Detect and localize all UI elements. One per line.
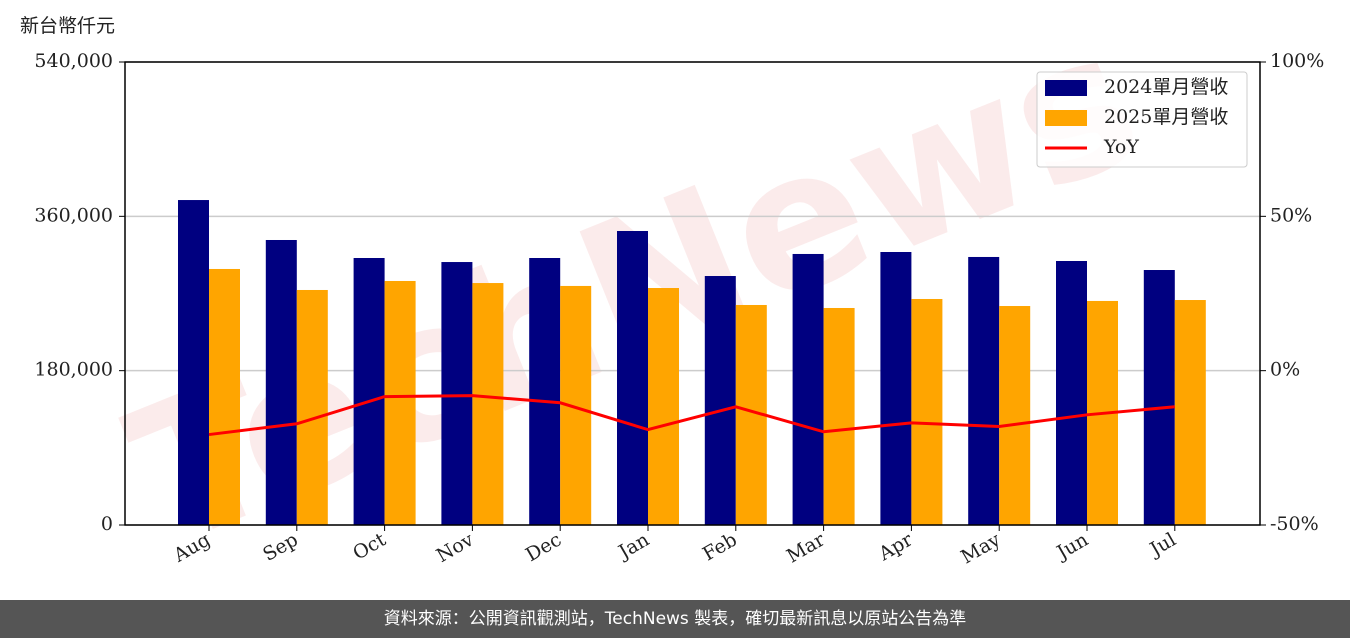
bar [1056, 261, 1087, 525]
y-tick-label: 180,000 [34, 359, 113, 381]
x-tick-label: May [957, 528, 1004, 568]
x-tick-label: Oct [349, 528, 390, 564]
x-tick-label: Feb [699, 529, 741, 566]
x-tick-label: Apr [874, 528, 917, 565]
bar [648, 288, 679, 525]
bar [1174, 300, 1206, 525]
bar [178, 200, 209, 525]
bar [529, 258, 561, 525]
y2-tick-label: -50% [1270, 513, 1319, 535]
bar [999, 306, 1031, 525]
legend-swatch [1045, 80, 1087, 96]
y-tick-label: 0 [101, 513, 113, 535]
legend-label: 2025單月營收 [1104, 106, 1228, 128]
bar [1143, 270, 1175, 525]
x-tick-label: Jun [1051, 529, 1092, 565]
bar [792, 253, 824, 526]
yoy-line [208, 394, 1175, 437]
bar [823, 307, 855, 525]
x-tick-label: Jan [613, 529, 653, 565]
chart: 新台幣仟元 TechNews0180,000360,000540,000-50%… [20, 0, 1324, 588]
legend-swatch [1045, 110, 1087, 126]
bar [617, 230, 648, 525]
y2-tick-label: 100% [1270, 50, 1324, 72]
bar [265, 239, 297, 525]
plot-frame [124, 61, 1261, 526]
x-tick-label: Dec [522, 529, 565, 567]
y-axis-label: 新台幣仟元 [20, 15, 115, 37]
y-tick-label: 360,000 [34, 204, 113, 226]
bar [911, 298, 943, 525]
legend-label: YoY [1103, 136, 1139, 158]
legend-box [1036, 71, 1248, 168]
x-tick-label: Nov [433, 528, 478, 567]
bar [704, 276, 736, 525]
bar [296, 289, 328, 525]
y2-tick-label: 50% [1270, 204, 1312, 226]
bar [968, 256, 1000, 525]
bar [384, 280, 416, 525]
y2-tick-label: 0% [1270, 359, 1300, 381]
y-tick-label: 540,000 [34, 50, 113, 72]
bar [880, 252, 912, 526]
legend: 2024單月營收 2025單月營收 YoY [1036, 71, 1248, 168]
bar [472, 283, 504, 525]
bar [353, 258, 385, 525]
legend-label: 2024單月營收 [1104, 76, 1228, 98]
bar [209, 268, 240, 525]
footer: 資料來源：公開資訊觀測站，TechNews 製表，確切最新訊息以原站公告為準 [0, 600, 1350, 638]
x-tick-label: Mar [783, 528, 829, 567]
bar [441, 262, 473, 525]
x-tick-label: Jul [1145, 529, 1180, 562]
